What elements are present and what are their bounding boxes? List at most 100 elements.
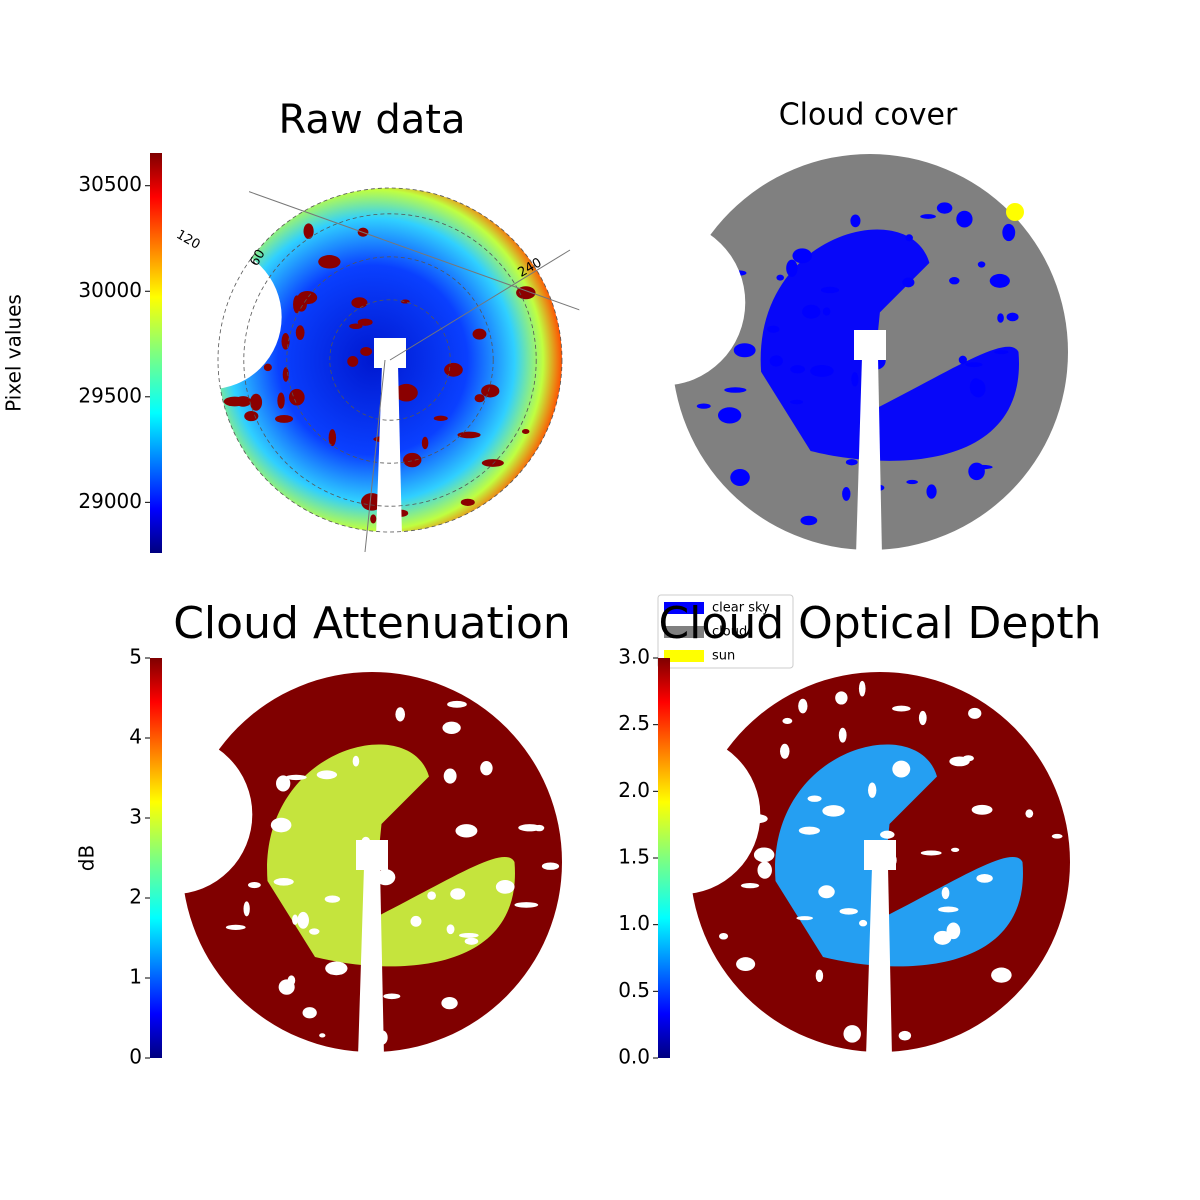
image-blob [325, 961, 348, 976]
image-blob [273, 878, 294, 886]
colorbar [150, 153, 162, 553]
colorbar-tick-label: 0.0 [618, 1045, 650, 1069]
image-blob [790, 399, 804, 405]
image-blob [282, 367, 289, 382]
colorbar-tick-label: 3 [129, 805, 142, 829]
image-blob [347, 355, 359, 367]
image-center [854, 330, 886, 360]
legend-label: clear sky [712, 601, 770, 616]
image-blob [767, 325, 780, 333]
colorbar-tick-label: 2.5 [618, 711, 650, 735]
image-blob [736, 957, 756, 972]
image-blob [225, 924, 246, 930]
image-blob [295, 325, 305, 341]
image-blob [450, 888, 466, 900]
image-blob [324, 895, 341, 903]
legend-label: sun [712, 649, 735, 664]
image-notch [137, 244, 282, 390]
legend-label: cloud [712, 625, 747, 640]
colorbar-tick-label: 1.0 [618, 911, 650, 935]
polar-line [248, 191, 598, 317]
image-notch [578, 219, 746, 386]
image-wedge [856, 357, 882, 555]
image-blob [798, 698, 808, 714]
colorbar-tick-label: 2 [129, 885, 142, 909]
image-blob [349, 323, 363, 330]
polar-ring [286, 256, 494, 464]
colorbar-tick-label: 29500 [78, 383, 142, 407]
image-blob [427, 891, 436, 900]
image-blob [989, 273, 1010, 288]
image-blob [802, 304, 821, 319]
image-blob [905, 234, 913, 242]
image-blob [994, 350, 1009, 355]
colorbar [150, 658, 162, 1058]
image-blob [309, 928, 320, 935]
colorbar-tick-label: 1.5 [618, 845, 650, 869]
image-blob [926, 484, 937, 499]
panel-title: Raw data [279, 97, 466, 143]
image-blob [822, 805, 845, 817]
image-blob [906, 479, 918, 485]
image-blob [835, 691, 848, 705]
image-blob [958, 355, 967, 365]
image-blob [740, 882, 760, 889]
image-blob [281, 333, 290, 350]
image-blob [850, 214, 861, 228]
image-blob [902, 277, 915, 288]
image-blob [868, 782, 877, 798]
panel-title: Cloud Optical Depth [658, 598, 1101, 649]
image-blob [460, 498, 475, 506]
image-blob [1025, 809, 1034, 818]
image-blob [820, 286, 840, 294]
legend-swatch [664, 602, 704, 614]
legend-swatch [664, 626, 704, 638]
image-blob [352, 755, 360, 767]
colorbar-tick-label: 3.0 [618, 645, 650, 669]
image-blob [968, 462, 985, 481]
image-blob [275, 414, 294, 423]
image-blob [516, 286, 536, 300]
image-blob [1051, 833, 1063, 839]
sun-marker [1006, 203, 1024, 221]
polar-label: 60 [247, 247, 268, 269]
colorbar-tick-label: 30000 [78, 278, 142, 302]
image-blob [410, 915, 422, 927]
colorbar-tick-label: 0.5 [618, 978, 650, 1002]
image-blob [421, 436, 429, 450]
image-blob [481, 459, 504, 467]
image-blob [318, 255, 341, 269]
image-blob [394, 383, 418, 402]
image-blob [880, 830, 895, 839]
image-band [775, 744, 1023, 967]
polar-ring [329, 299, 451, 421]
image-blob [1002, 223, 1016, 242]
image-blob [977, 261, 986, 268]
image-blob [730, 469, 750, 486]
image-blob [936, 202, 953, 214]
image-blob [898, 1030, 912, 1041]
image-blob [724, 387, 747, 393]
image-blob [395, 707, 406, 722]
polar-ring [217, 187, 563, 533]
colorbar-tick-label: 1 [129, 965, 142, 989]
image-blob [717, 407, 742, 424]
image-blob [457, 431, 481, 439]
sky-image [137, 188, 562, 537]
image-blob [719, 932, 729, 940]
image-blob [790, 365, 805, 374]
image-blob [997, 313, 1004, 323]
image-wedge [376, 365, 402, 537]
image-blob [842, 486, 851, 501]
image-blob [949, 756, 970, 767]
image-blob [753, 847, 775, 863]
image-blob [223, 396, 246, 407]
colorbar [658, 658, 670, 1058]
legend-swatch [664, 650, 704, 662]
polar-line [389, 249, 571, 361]
image-blob [971, 804, 993, 815]
image-blob [481, 384, 500, 398]
image-blob [859, 919, 868, 927]
colorbar-tick-label: 0 [129, 1045, 142, 1069]
